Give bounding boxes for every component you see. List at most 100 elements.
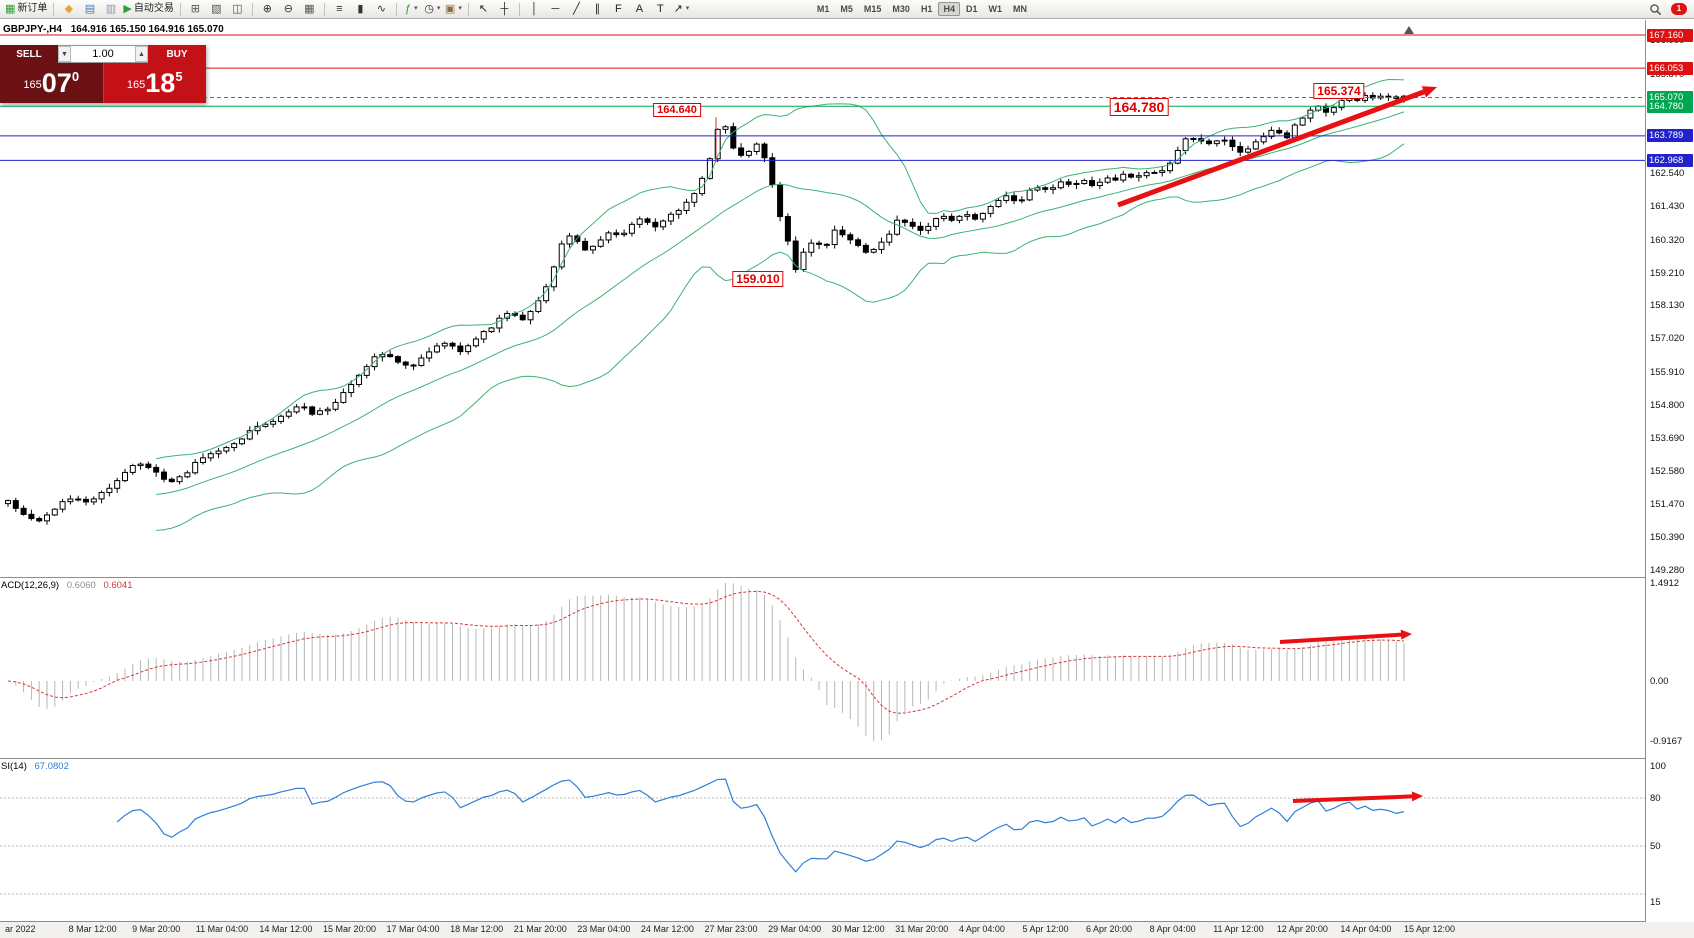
ask-big-digits: 18 [145, 68, 176, 98]
data-window-icon[interactable]: ▦ [299, 1, 320, 17]
chart-shift-marker[interactable] [1404, 26, 1414, 34]
new-order-button-glyph: ▦ [5, 3, 16, 15]
toolbar-separator [251, 2, 253, 16]
label-tool[interactable]: T [650, 1, 671, 17]
new-chart-icon[interactable]: ⊞ [185, 1, 206, 17]
profiles-icon[interactable]: ▧ [206, 1, 227, 17]
market-watch-icon[interactable]: ▤ [79, 1, 100, 17]
timeframe-m1[interactable]: M1 [816, 4, 830, 14]
rsi-tick: 80 [1650, 793, 1661, 804]
candlestick-mode-icon-glyph: ▮ [357, 3, 364, 15]
time-axis[interactable]: ar 2022 8 Mar 12:00 9 Mar 20:00 11 Mar 04:0… [0, 922, 1694, 938]
timeframe-h4[interactable]: H4 [938, 2, 960, 16]
cursor-tool[interactable]: ↖ [473, 1, 494, 17]
price-level-badge[interactable]: 166.053 [1647, 61, 1693, 75]
search-icon[interactable] [1645, 1, 1666, 17]
templates-icon[interactable]: ▣ ▾ [443, 1, 464, 17]
panel-separator[interactable] [0, 758, 1694, 759]
chevron-down-icon: ▾ [414, 5, 418, 12]
macd-indicator-label: ACD(12,26,9) 0.6060 0.6041 [1, 580, 138, 591]
time-axis-label: 12 Apr 20:00 [1276, 924, 1328, 934]
trendline-tool[interactable]: ╱ [566, 1, 587, 17]
time-axis-label: 8 Mar 12:00 [68, 924, 117, 934]
price-level-badge[interactable]: 164.780 [1647, 99, 1693, 113]
time-axis-label: 24 Mar 12:00 [640, 924, 694, 934]
sell-button[interactable]: SELL [0, 45, 58, 63]
time-axis-label: 6 Apr 20:00 [1086, 924, 1133, 934]
vertical-line-tool[interactable]: │ [524, 1, 545, 17]
time-axis-label: 8 Apr 04:00 [1149, 924, 1196, 934]
fibonacci-tool[interactable]: F [608, 1, 629, 17]
notifications-badge[interactable]: 1 [1671, 3, 1687, 15]
toolbar-separator [179, 2, 181, 16]
timeframe-mn[interactable]: MN [1012, 4, 1027, 14]
navigator-icon-glyph: ▥ [105, 3, 117, 15]
timeframe-m5[interactable]: M5 [840, 4, 853, 14]
horizontal-line-tool[interactable]: ─ [545, 1, 566, 17]
arrows-tool[interactable]: ↗ ▾ [671, 1, 692, 17]
price-level-badge[interactable]: 167.160 [1647, 28, 1693, 42]
text-tool[interactable]: A [629, 1, 650, 17]
market-watch-icon-glyph: ▤ [84, 3, 96, 15]
vertical-line-tool-glyph: │ [530, 3, 538, 15]
cursor-tool-glyph: ↖ [478, 3, 488, 15]
volume-increase-button[interactable]: ▲ [135, 46, 148, 62]
bar-chart-mode-icon[interactable]: ≡ [329, 1, 350, 17]
timeframe-w1[interactable]: W1 [988, 4, 1002, 14]
toolbar-separator [518, 2, 520, 16]
rsi-panel[interactable] [0, 759, 1645, 921]
crosshair-tool[interactable]: ┼ [494, 1, 515, 17]
ask-quote[interactable]: 165 18 5 [103, 63, 206, 103]
zoom-in-icon[interactable]: ⊕ [257, 1, 278, 17]
trendline-tool-glyph: ╱ [573, 3, 580, 15]
timeframe-m30[interactable]: M30 [892, 4, 910, 14]
autotrading-button-glyph: ▶ [123, 3, 132, 15]
time-axis-label: 5 Apr 12:00 [1022, 924, 1069, 934]
price-level-badge[interactable]: 163.789 [1647, 129, 1693, 143]
metaeditor-icon[interactable]: ◆ [58, 1, 79, 17]
autotrading-button[interactable]: ▶ 自动交易 [121, 1, 175, 17]
new-order-button-label: 新订单 [17, 3, 48, 14]
bid-quote[interactable]: 165 07 0 [0, 63, 104, 103]
price-tick: 150.390 [1650, 531, 1685, 543]
timeframe-d1[interactable]: D1 [965, 4, 978, 14]
price-level-badge[interactable]: 162.968 [1647, 153, 1693, 167]
crosshair-tool-glyph: ┼ [500, 3, 509, 15]
volume-input[interactable] [71, 46, 135, 62]
price-chart-canvas[interactable] [0, 20, 1645, 577]
price-tick: 162.540 [1650, 168, 1685, 180]
zoom-in-icon-glyph: ⊕ [262, 3, 272, 15]
macd-tick: -0.9167 [1650, 736, 1683, 748]
periods-icon[interactable]: ◷ ▾ [422, 1, 443, 17]
candlestick-mode-icon[interactable]: ▮ [350, 1, 371, 17]
line-chart-mode-icon[interactable]: ∿ [371, 1, 392, 17]
data-window-icon-glyph: ▦ [304, 3, 315, 15]
horizontal-line-tool-glyph: ─ [551, 3, 560, 15]
price-scale[interactable]: 166.980165.870162.540161.430160.320159.2… [1645, 20, 1694, 922]
price-tick: 149.280 [1650, 565, 1685, 576]
toolbar-separator [395, 2, 397, 16]
channel-tool-glyph: ∥ [594, 3, 601, 15]
macd-tick: 0.00 [1650, 676, 1669, 687]
zoom-out-icon[interactable]: ⊖ [278, 1, 299, 17]
symbol-period-label: GBPJPY-,H4 [3, 24, 62, 35]
timeframe-h1[interactable]: H1 [920, 4, 933, 14]
navigator-icon[interactable]: ▥ [100, 1, 121, 17]
tile-windows-icon[interactable]: ◫ [227, 1, 248, 17]
new-chart-icon-glyph: ⊞ [190, 3, 200, 15]
buy-button[interactable]: BUY [148, 45, 206, 63]
volume-decrease-button[interactable]: ▼ [58, 46, 71, 62]
channel-tool[interactable]: ∥ [587, 1, 608, 17]
time-axis-label: 11 Apr 12:00 [1213, 924, 1264, 934]
indicators-icon-glyph: ƒ [405, 3, 412, 15]
label-tool-glyph: T [657, 3, 664, 15]
macd-panel[interactable] [0, 578, 1645, 757]
panel-separator[interactable] [0, 577, 1694, 578]
chevron-down-icon: ▾ [436, 5, 441, 12]
timeframe-m15[interactable]: M15 [863, 4, 882, 14]
indicators-icon[interactable]: ƒ ▾ [401, 1, 422, 17]
toolbar-separator [323, 2, 325, 16]
macd-tick: 1.4912 [1650, 578, 1680, 590]
price-tick: 161.430 [1650, 201, 1685, 213]
new-order-button[interactable]: ▦ 新订单 [3, 1, 49, 17]
